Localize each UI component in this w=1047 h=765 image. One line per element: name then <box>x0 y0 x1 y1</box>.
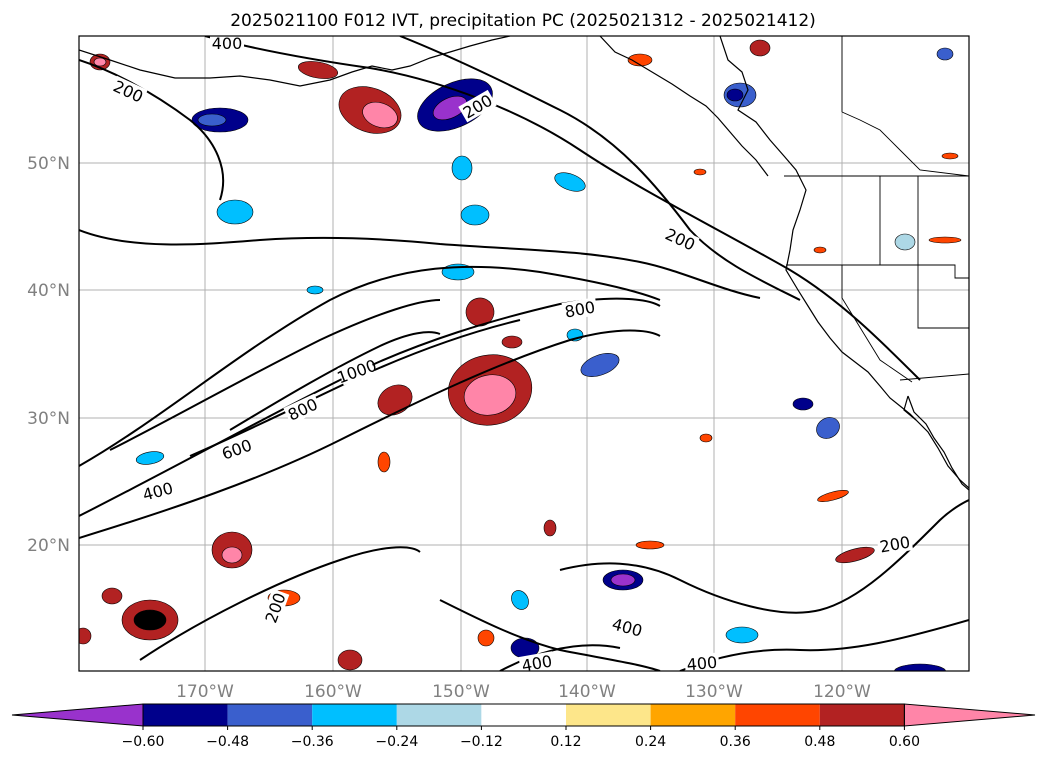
precip-patch <box>699 433 713 443</box>
political-borders <box>784 36 969 383</box>
latitude-tick-label: 20°N <box>27 536 70 556</box>
precip-patch <box>610 573 636 587</box>
precip-patch <box>465 297 495 327</box>
colorbar-tick-label: −0.48 <box>206 734 249 750</box>
precip-patch <box>501 335 523 349</box>
precip-patch <box>635 540 665 550</box>
precip-patch <box>580 353 620 377</box>
precip-patch <box>792 397 814 411</box>
colorbar-tick-label: −0.60 <box>122 734 165 750</box>
colorbar-tick-label: 0.24 <box>635 734 666 750</box>
precip-patch <box>101 587 123 605</box>
latitude-labels: 50°N 40°N 30°N 20°N <box>27 154 70 556</box>
longitude-tick-label: 150°W <box>432 682 490 702</box>
longitude-tick-label: 170°W <box>176 682 234 702</box>
precip-patch <box>725 626 759 644</box>
precip-patch <box>377 384 413 416</box>
longitude-tick-label: 120°W <box>813 682 871 702</box>
precip-patch <box>362 101 398 129</box>
precip-patch <box>936 47 954 61</box>
precip-patch <box>79 627 92 645</box>
precip-patch <box>894 233 916 251</box>
precip-patch <box>197 113 227 127</box>
colorbar-tick-label: −0.24 <box>375 734 418 750</box>
precip-patch <box>221 546 243 564</box>
map-frame <box>78 35 970 672</box>
contour-label: 400 <box>212 34 243 53</box>
precip-patch <box>554 172 586 192</box>
coastlines <box>79 36 969 491</box>
colorbar-tick-label: −0.12 <box>460 734 503 750</box>
colorbar-tick-label: 0.36 <box>720 734 751 750</box>
precip-patch <box>893 663 947 671</box>
colorbar-tick-label: 0.48 <box>804 734 835 750</box>
longitude-labels: 170°W 160°W 150°W 140°W 130°W 120°W <box>176 682 871 702</box>
colorbar-tick-label: −0.36 <box>291 734 334 750</box>
alaska-coastline <box>79 36 511 87</box>
colorbar-extend-high <box>903 703 1036 727</box>
precip-patch <box>693 168 707 176</box>
precip-patch <box>135 451 165 465</box>
precip-patch <box>813 246 827 254</box>
colorbar-tick-label: 0.12 <box>550 734 581 750</box>
precip-patch <box>297 61 339 79</box>
chart-title: 2025021100 F012 IVT, precipitation PC (2… <box>230 11 816 31</box>
precip-patch <box>451 155 473 181</box>
precip-patch <box>133 609 167 631</box>
baja-california-coastline <box>903 395 969 491</box>
precip-patch <box>432 95 468 121</box>
contour-label: 400 <box>686 653 718 675</box>
precip-patch <box>816 417 840 439</box>
precip-patch <box>543 519 557 537</box>
precip-patch <box>377 451 391 473</box>
contour-label: 400 <box>520 651 553 675</box>
colorbar-segment <box>396 704 482 726</box>
precip-patch <box>306 285 324 295</box>
colorbar: −0.60 −0.48 −0.36 −0.24 −0.12 0.12 0.24 0.36 0.4… <box>11 703 1036 750</box>
ivt-contours <box>79 36 969 671</box>
longitude-tick-label: 130°W <box>685 682 743 702</box>
precip-patch <box>749 39 771 57</box>
colorbar-tick-label: 0.60 <box>889 734 920 750</box>
latitude-tick-label: 50°N <box>27 154 70 174</box>
colorbar-segment <box>143 704 228 726</box>
precip-patch <box>216 199 254 225</box>
colorbar-extend-low <box>11 703 144 727</box>
precip-patch <box>463 374 517 416</box>
latitude-tick-label: 40°N <box>27 281 70 301</box>
precip-patch <box>627 53 653 67</box>
longitude-tick-label: 160°W <box>304 682 362 702</box>
longitude-tick-label: 140°W <box>558 682 616 702</box>
precipitation-pc-shading <box>79 39 962 671</box>
precip-patch <box>477 629 495 647</box>
latitude-tick-label: 30°N <box>27 409 70 429</box>
precip-patch <box>817 490 849 502</box>
alaska-panhandle-coastline <box>599 36 769 177</box>
precip-patch <box>928 236 962 244</box>
precip-patch <box>941 152 959 160</box>
precip-patch <box>511 590 529 610</box>
colorbar-segment <box>481 704 566 726</box>
precip-patch <box>835 546 875 564</box>
precip-patch <box>93 57 107 67</box>
colorbar-segment <box>227 704 313 726</box>
colorbar-segment <box>735 704 820 726</box>
colorbar-segment <box>819 704 905 726</box>
colorbar-segment <box>650 704 736 726</box>
precip-patch <box>337 649 363 671</box>
map-gridlines <box>79 36 969 671</box>
precip-patch <box>726 88 744 102</box>
colorbar-segment <box>566 704 651 726</box>
colorbar-segment <box>312 704 397 726</box>
precip-patch <box>460 204 490 226</box>
